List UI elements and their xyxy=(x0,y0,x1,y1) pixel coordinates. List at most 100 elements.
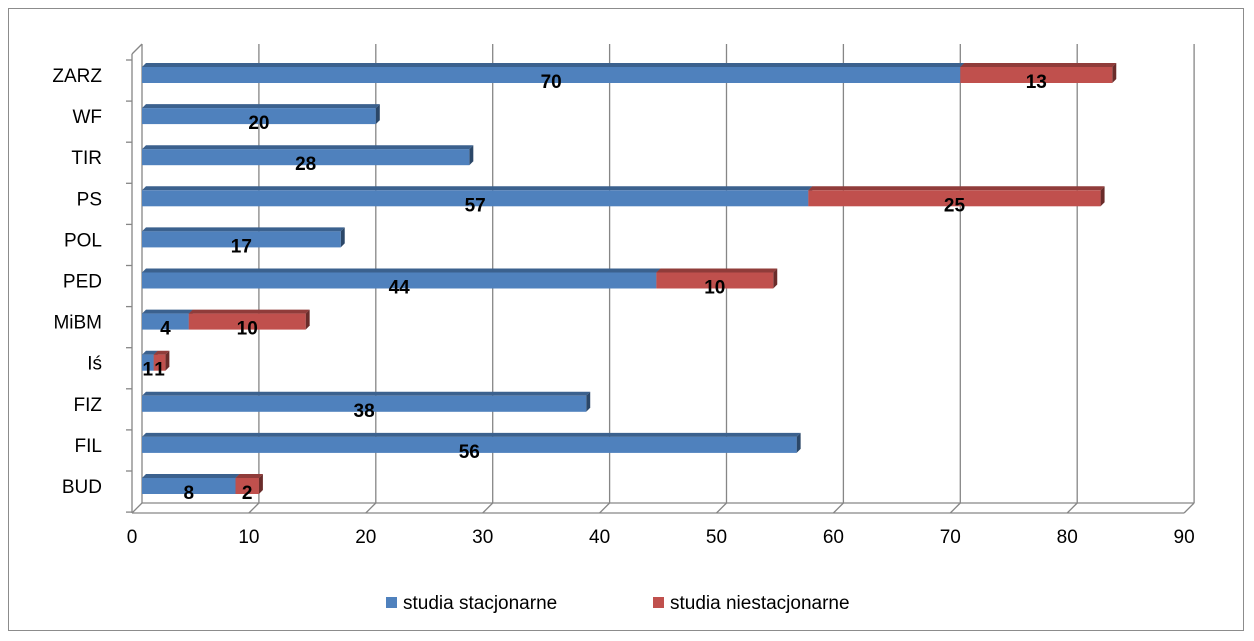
bar-side-face xyxy=(305,309,310,330)
bar-front-face xyxy=(235,478,259,494)
bar-top-face xyxy=(142,63,965,67)
bar-front-face xyxy=(142,190,809,207)
bar-front-face xyxy=(188,313,306,330)
floor-gridline-70 xyxy=(949,502,961,514)
data-label: 2 xyxy=(242,483,253,504)
bar-top-face xyxy=(808,186,1105,191)
floor-gridline-50 xyxy=(716,502,727,514)
x-tick-label: 70 xyxy=(940,527,961,548)
bar-front-face xyxy=(142,272,657,289)
data-label: 20 xyxy=(248,113,269,134)
bar-top-face xyxy=(142,432,801,437)
data-label: 38 xyxy=(354,401,375,422)
floor-gridline-60 xyxy=(832,502,844,514)
data-label: 10 xyxy=(237,319,258,340)
bar-PED-stacjonarne xyxy=(142,268,661,289)
x-tick-label: 80 xyxy=(1057,527,1078,548)
floor-gridline-0 xyxy=(131,502,143,514)
bar-front-face xyxy=(142,67,961,83)
bar-side-face xyxy=(258,474,263,494)
bar-side-face xyxy=(586,391,591,412)
x-tick-label: 50 xyxy=(706,527,727,548)
bar-POL-stacjonarne xyxy=(142,227,345,248)
bar-top-face xyxy=(142,391,591,396)
legend-swatch xyxy=(653,597,664,608)
bar-TIR-stacjonarne xyxy=(142,145,474,166)
side-wall-top-edge xyxy=(131,43,143,55)
bar-front-face xyxy=(142,354,154,371)
x-tick-label: 60 xyxy=(823,527,844,548)
bar-front-face xyxy=(142,313,189,330)
bar-top-face xyxy=(235,474,263,478)
floor-gridline-20 xyxy=(365,502,377,514)
bar-front-face xyxy=(153,354,166,371)
bar-top-face xyxy=(142,145,474,150)
y-tick-label: FIL xyxy=(75,436,102,457)
data-label: 28 xyxy=(295,154,316,175)
bar-top-face xyxy=(142,268,661,273)
bar-PS-niestacjonarne xyxy=(808,186,1105,207)
bar-front-face xyxy=(142,436,797,453)
bar-BUD-niestacjonarne xyxy=(235,474,263,494)
bar-front-face xyxy=(656,272,774,289)
axes-group: 0 10 20 30 40 50 60 70 80 90 xyxy=(126,43,1195,548)
bar-top-face xyxy=(656,268,778,273)
floor-gridline-30 xyxy=(482,502,494,514)
y-tick-label: TIR xyxy=(71,148,102,169)
y-tick-label: ZARZ xyxy=(52,66,102,87)
bar-top-face xyxy=(142,227,345,232)
data-label: 1 xyxy=(154,360,165,381)
bar-side-face xyxy=(340,227,345,248)
y-tick-label: BUD xyxy=(62,477,102,498)
x-tick-label: 30 xyxy=(472,527,493,548)
data-label: 57 xyxy=(465,195,486,216)
bar-PED-niestacjonarne xyxy=(656,268,778,289)
x-tick-label: 20 xyxy=(355,527,376,548)
x-tick-label: 90 xyxy=(1174,527,1195,548)
bar-FIL-stacjonarne xyxy=(142,432,801,453)
legend-label: studia niestacjonarne xyxy=(670,593,850,614)
x-tick-label: 10 xyxy=(238,527,259,548)
bar-side-face xyxy=(1112,63,1117,83)
bar-top-face xyxy=(142,186,813,191)
data-label: 70 xyxy=(541,72,562,93)
bar-side-face xyxy=(469,145,474,166)
bar-top-face xyxy=(142,474,240,478)
legend: studia stacjonarne studia niestacjonarne xyxy=(386,593,850,614)
bar-side-face xyxy=(1100,186,1105,207)
data-label: 13 xyxy=(1026,72,1047,93)
bar-FIZ-stacjonarne xyxy=(142,391,591,412)
bar-side-face xyxy=(796,432,801,453)
x-tick-label: 0 xyxy=(127,527,138,548)
data-label: 17 xyxy=(231,236,252,257)
bar-side-face xyxy=(375,104,380,125)
y-tick-label: FIZ xyxy=(74,395,103,416)
data-label: 1 xyxy=(143,360,154,381)
x-tick-label: 40 xyxy=(589,527,610,548)
bar-MiBM-niestacjonarne xyxy=(188,309,310,330)
bar-top-face xyxy=(142,309,193,314)
floor-gridline-80 xyxy=(1066,502,1078,514)
chart-frame xyxy=(8,8,1244,631)
data-label: 44 xyxy=(389,278,411,299)
legend-label: studia stacjonarne xyxy=(403,593,557,614)
bar-top-face xyxy=(188,309,310,314)
bar-WF-stacjonarne xyxy=(142,104,380,125)
bar-front-face xyxy=(142,108,376,125)
y-tick-label: WF xyxy=(72,107,102,128)
bar-top-face xyxy=(960,63,1117,67)
bar-top-face xyxy=(142,350,158,355)
data-label: 25 xyxy=(944,195,966,216)
bar-front-face xyxy=(142,478,236,494)
bar-ZARZ-niestacjonarne xyxy=(960,63,1117,83)
data-label: 4 xyxy=(160,319,171,340)
y-tick-label: Iś xyxy=(87,354,102,375)
bar-front-face xyxy=(142,231,341,248)
bar-Iś-niestacjonarne xyxy=(153,350,170,371)
floor-gridline-40 xyxy=(599,502,611,514)
bar-front-face xyxy=(808,190,1101,207)
floor-gridline-10 xyxy=(248,502,260,514)
bar-front-face xyxy=(142,149,470,166)
